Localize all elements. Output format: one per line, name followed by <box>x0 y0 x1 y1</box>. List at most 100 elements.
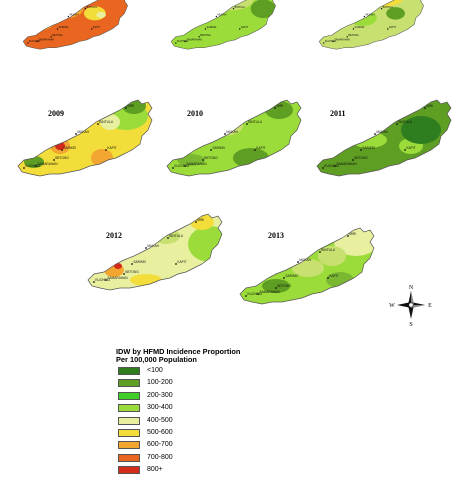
legend-row: 400-500 <box>118 416 278 427</box>
legend-label: <100 <box>147 367 163 374</box>
town-marker <box>23 167 25 169</box>
map-panel-2010: MIRI BINTULU MUKAH KAPIT SARIKEI BETONG SAMARA… <box>163 99 305 180</box>
legend-label: 800+ <box>147 466 163 474</box>
legend-label: 100-200 <box>147 379 173 387</box>
legend-row: <100 <box>118 367 278 377</box>
legend-label: 300-400 <box>147 404 173 412</box>
town-label-mukah: MUKAH <box>376 130 388 134</box>
town-label-kapit: KAPIT <box>107 146 116 150</box>
town-marker <box>283 277 285 279</box>
town-label-betong: BETONG <box>354 156 368 160</box>
map-panel-top-middle: MIRIBINTULUMUKAHKAPITSARIKEIBETONGSAMARA… <box>168 0 279 52</box>
town-label-miri: MIRI <box>426 104 433 108</box>
map-panel-2013: MIRI BINTULU MUKAH KAPIT SARIKEI BETONG SAMARA… <box>236 227 378 308</box>
town-marker <box>67 15 70 18</box>
town-label-mukah: MUKAH <box>217 14 226 17</box>
town-marker <box>347 235 349 237</box>
legend-swatch <box>118 379 140 388</box>
town-label-kuching: KUCHING <box>324 164 339 168</box>
town-marker <box>245 295 247 297</box>
town-label-samarahan: SAMARAHAN <box>334 39 350 42</box>
state-border <box>239 227 375 305</box>
town-marker <box>184 165 186 167</box>
legend-title-line-2: Per 100,000 Population <box>116 355 197 364</box>
legend-swatch <box>118 429 140 437</box>
town-label-bintulu: BINTULU <box>169 234 183 238</box>
idw-surface-zones <box>351 116 441 154</box>
legend-row: 300-400 <box>118 404 278 414</box>
legend-title-line-1: IDW by HFMD Incidence Proportion <box>116 347 241 356</box>
town-marker <box>56 28 59 30</box>
town-marker <box>184 40 186 43</box>
town-label-sarikei: SARIKEI <box>59 26 69 29</box>
town-marker <box>172 167 174 169</box>
town-marker <box>93 281 95 283</box>
town-marker <box>204 28 207 30</box>
town-marker <box>202 159 204 161</box>
state-map-svg: MIRIBINTULUMUKAHKAPITSARIKEIBETONGSAMARA… <box>239 227 375 305</box>
legend-label: 700-800 <box>147 453 173 461</box>
town-marker <box>27 42 29 44</box>
town-marker <box>195 221 197 223</box>
map-legend: IDW by HFMD Incidence Proportion Per 100… <box>116 347 286 475</box>
town-label-kapit: KAPIT <box>329 274 338 278</box>
town-marker <box>232 8 235 10</box>
town-label-sarikei: SARIKEI <box>63 146 76 150</box>
town-label-kuching: KUCHING <box>247 292 262 296</box>
town-label-samarahan: SAMARAHAN <box>259 290 280 294</box>
legend-swatch <box>118 466 140 475</box>
state-border <box>316 99 452 177</box>
legend-row: 500-600 <box>118 429 278 439</box>
town-label-kapit: KAPIT <box>256 146 265 150</box>
town-label-samarahan: SAMARAHAN <box>186 162 207 166</box>
legend-row: 700-800 <box>118 453 278 464</box>
state-map-svg: MIRIBINTULUMUKAHKAPITSARIKEIBETONGSAMARA… <box>166 99 302 177</box>
town-marker <box>131 263 133 265</box>
town-marker <box>215 15 218 18</box>
town-label-mukah: MUKAH <box>69 14 78 17</box>
legend-swatch <box>118 416 140 425</box>
town-marker <box>175 42 177 44</box>
legend-row: 100-200 <box>118 379 278 389</box>
state-map-svg: MIRIBINTULUMUKAHKAPITSARIKEIBETONGSAMARA… <box>318 0 424 50</box>
town-label-bintulu: BINTULU <box>248 120 262 124</box>
town-marker <box>145 247 147 249</box>
legend-label: 600-700 <box>147 441 173 449</box>
legend-swatch <box>118 391 140 400</box>
town-label-kuching: KUCHING <box>174 164 189 168</box>
town-marker <box>61 149 63 151</box>
town-marker <box>374 133 376 135</box>
compass-s-letter: S <box>409 322 412 327</box>
legend-swatch <box>118 404 140 413</box>
town-label-bintulu: BINTULU <box>235 6 246 9</box>
town-label-bintulu: BINTULU <box>99 120 113 124</box>
state-border <box>170 0 276 50</box>
town-marker <box>198 36 200 38</box>
town-marker <box>327 277 329 279</box>
town-label-sarikei: SARIKEI <box>285 274 298 278</box>
town-label-samarahan: SAMARAHAN <box>336 162 357 166</box>
town-marker <box>319 251 321 253</box>
legend-swatch <box>118 453 140 462</box>
town-label-samarahan: SAMARAHAN <box>186 39 202 42</box>
town-label-samarahan: SAMARAHAN <box>37 162 58 166</box>
idw-zone <box>100 114 120 130</box>
town-label-miri: MIRI <box>127 104 134 108</box>
town-marker <box>334 165 336 167</box>
town-marker <box>123 273 125 275</box>
town-label-betong: BETONG <box>52 34 63 37</box>
town-marker <box>332 40 334 43</box>
state-map-svg: MIRIBINTULUMUKAHKAPITSARIKEIBETONGSAMARA… <box>87 213 223 291</box>
map-panel-top-left: MIRIBINTULUMUKAHKAPITSARIKEIBETONGSAMARA… <box>20 0 131 52</box>
idw-zone <box>401 116 441 144</box>
town-marker <box>396 123 398 125</box>
town-label-kuching: KUCHING <box>95 278 110 282</box>
town-marker <box>254 149 256 151</box>
legend-swatch <box>118 441 140 450</box>
state-map-svg: MIRIBINTULUMUKAHKAPITSARIKEIBETONGSAMARA… <box>22 0 128 50</box>
town-label-samarahan: SAMARAHAN <box>107 276 128 280</box>
north-arrow-compass: N S W E <box>389 283 433 328</box>
town-marker <box>36 40 38 43</box>
idw-zone <box>250 0 276 19</box>
